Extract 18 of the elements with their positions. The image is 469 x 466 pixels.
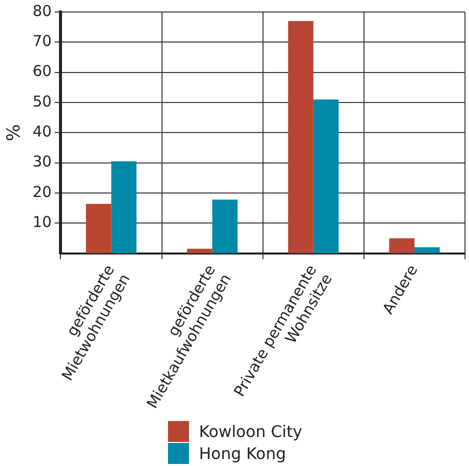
bar <box>389 238 414 254</box>
bar <box>288 21 314 254</box>
bar <box>86 204 112 254</box>
bar <box>313 99 339 254</box>
y-tick-label: 20 <box>32 182 52 201</box>
y-tick-label: 30 <box>32 152 52 171</box>
legend-label: Kowloon City <box>199 422 302 440</box>
y-axis-title: % <box>3 124 24 142</box>
y-tick-label: 50 <box>32 92 52 110</box>
y-tick-label: 10 <box>32 213 52 232</box>
y-tick-label: 80 <box>32 2 52 20</box>
y-tick-label: 70 <box>32 32 52 50</box>
legend-label: Hong Kong <box>199 444 286 462</box>
bar <box>111 161 136 254</box>
y-tick-label: 60 <box>32 62 52 80</box>
bar <box>212 200 238 254</box>
bar <box>414 247 440 254</box>
y-tick-label: 40 <box>32 122 52 141</box>
